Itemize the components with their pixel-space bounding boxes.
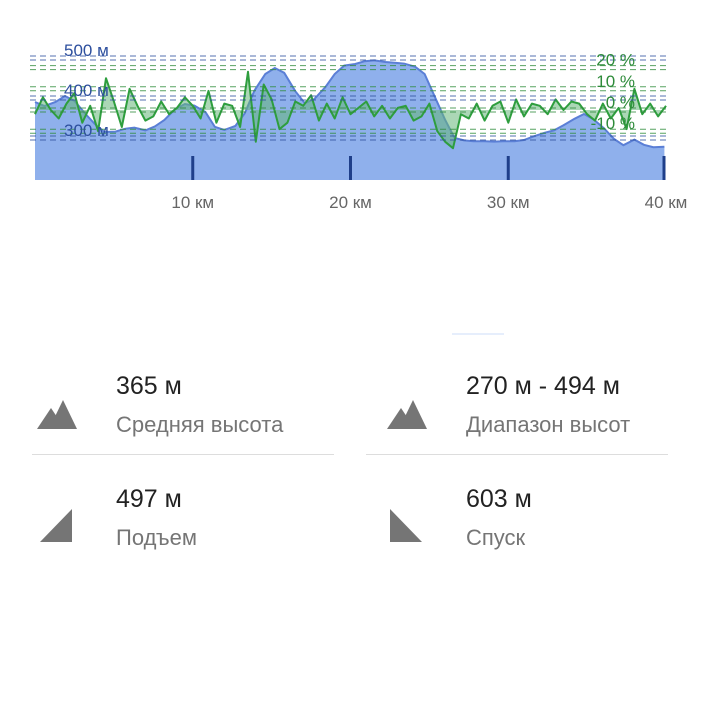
stat-label: Средняя высота: [116, 412, 284, 437]
stat-value: 603 м: [466, 485, 532, 513]
x-tick-label: 10 км: [171, 193, 214, 212]
elevation-tick-label: 500 м: [64, 41, 109, 60]
stat-elevation-range: 270 м - 494 м Диапазон высот: [386, 372, 686, 452]
elevation-tick-label: 400 м: [64, 81, 109, 100]
downhill-icon: [390, 509, 422, 542]
slope-tick-label: 20 %: [596, 51, 635, 70]
scroll-indicator: [452, 333, 504, 335]
stat-descent: 603 м Спуск: [386, 485, 686, 565]
elevation-chart[interactable]: 500 м 400 м 300 м 20 % 10 % 0 % -10 % 10 км 20 к…: [0, 0, 708, 230]
slope-tick-label: 10 %: [596, 72, 635, 91]
mountains-icon: [37, 400, 77, 429]
x-tick-label: 30 км: [487, 193, 530, 212]
slope-area: [35, 71, 666, 149]
stat-value: 497 м: [116, 485, 182, 513]
stat-average-elevation: 365 м Средняя высота: [36, 372, 336, 452]
divider: [32, 454, 334, 455]
divider: [366, 454, 668, 455]
stat-value: 270 м - 494 м: [466, 372, 620, 400]
x-tick-label: 20 км: [329, 193, 372, 212]
x-tick-label: 40 км: [645, 193, 688, 212]
stat-label: Спуск: [466, 525, 526, 550]
stat-ascent: 497 м Подъем: [36, 485, 336, 565]
uphill-icon: [40, 509, 72, 542]
elevation-tick-label: 300 м: [64, 121, 109, 140]
slope-tick-label: 0 %: [606, 93, 635, 112]
slope-tick-label: -10 %: [591, 114, 635, 133]
elevation-area: [35, 60, 665, 180]
slope-line: [34, 70, 667, 150]
mountains-icon: [387, 400, 427, 429]
stat-label: Диапазон высот: [466, 412, 631, 437]
elevation-line: [34, 59, 665, 149]
stat-value: 365 м: [116, 372, 182, 400]
stat-label: Подъем: [116, 525, 198, 550]
